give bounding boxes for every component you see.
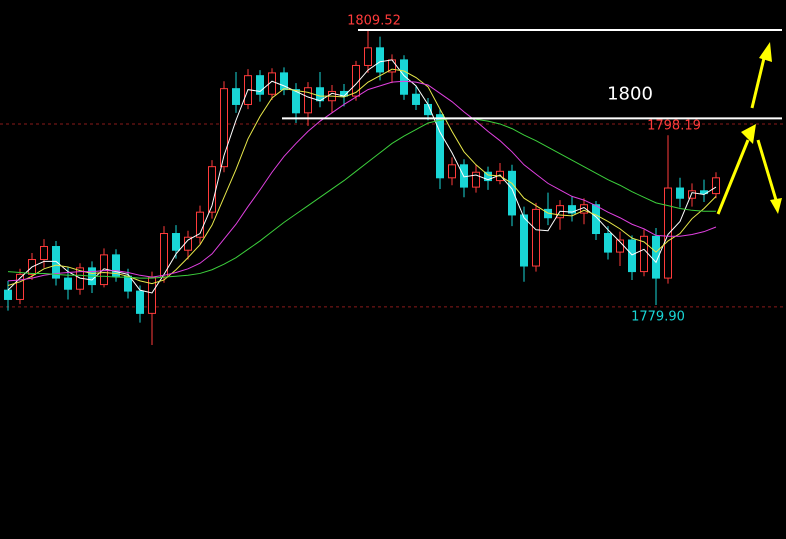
candle-body (652, 235, 660, 279)
moving-average (7, 68, 717, 286)
candle-body (64, 277, 72, 290)
candle-body (664, 187, 672, 279)
candle-body (304, 87, 312, 114)
arrow-up2-shaft (750, 57, 766, 109)
candle-body (220, 88, 228, 168)
candle-body (712, 177, 720, 195)
candle-body (376, 47, 384, 73)
forecast-arrows (716, 42, 782, 215)
candle-body (568, 205, 576, 214)
level-label: 1800 (607, 83, 653, 104)
candle-body (352, 64, 360, 97)
arrow-up2-head (759, 42, 772, 62)
candle-body (604, 233, 612, 253)
candle-body (400, 59, 408, 95)
arrow-up-head (741, 124, 756, 144)
candle-body (532, 208, 540, 267)
candle-body (364, 47, 372, 66)
candle-body (448, 164, 456, 179)
candle-body (592, 204, 600, 235)
candle-body (688, 190, 696, 199)
candle-body (124, 275, 132, 292)
candle-body (52, 246, 60, 279)
candle-body (472, 171, 480, 188)
arrow-down-head (770, 198, 782, 214)
candle-body (40, 246, 48, 261)
moving-average (7, 117, 716, 279)
candle-body (172, 233, 180, 251)
candle-body (16, 273, 24, 300)
candle-body (520, 214, 528, 267)
candle-body (268, 72, 276, 95)
candle-body (280, 72, 288, 91)
arrow-up-shaft (716, 139, 750, 215)
candle-body (436, 114, 444, 179)
moving-average (7, 80, 717, 282)
candle-body (112, 254, 120, 277)
candle-body (292, 89, 300, 114)
candle-body (640, 235, 648, 273)
high-label: 1798.19 (647, 119, 701, 134)
candle-body (136, 290, 144, 314)
candle-body (232, 88, 240, 105)
candle-body (628, 239, 636, 273)
candle-body (484, 171, 492, 182)
low-label: 1779.90 (631, 310, 685, 325)
candle-body (256, 75, 264, 95)
moving-average (7, 59, 717, 294)
candle-body (676, 187, 684, 199)
candle-body (4, 289, 12, 300)
candle-body (508, 170, 516, 216)
arrow-down-shaft (756, 139, 778, 201)
candle-body (412, 93, 420, 105)
high-label: 1809.52 (347, 13, 401, 28)
